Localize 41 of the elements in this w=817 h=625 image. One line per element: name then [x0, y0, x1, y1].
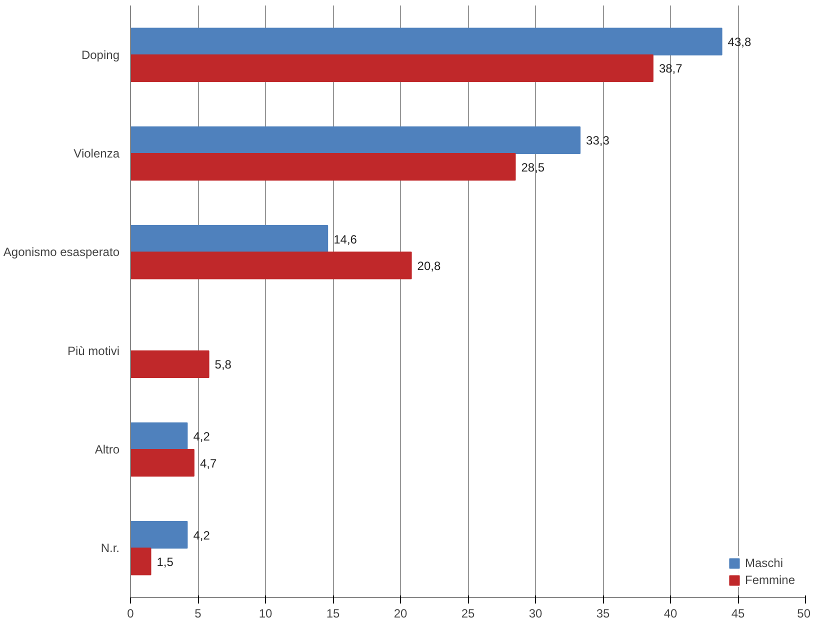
data-label: 38,7: [658, 62, 683, 76]
y-tick-label: Altro: [94, 442, 120, 456]
data-label: 28,5: [521, 160, 545, 174]
x-tick-label: 30: [528, 606, 542, 620]
y-tick-label: Agonismo esasperato: [3, 245, 120, 260]
bar: [130, 252, 412, 280]
data-label: 14,6: [334, 232, 358, 246]
y-tick-label: Doping: [81, 48, 120, 62]
legend-label: Maschi: [744, 556, 783, 570]
x-tick-label: 35: [596, 606, 610, 620]
data-label: 4,2: [193, 430, 210, 444]
x-tick-label: 50: [797, 606, 811, 620]
y-tick-label: N.r.: [100, 541, 120, 556]
bar: [130, 225, 328, 253]
data-label: 4,2: [193, 528, 210, 542]
x-tick-label: 0: [127, 606, 134, 620]
bar: [130, 422, 188, 450]
x-tick-label: 45: [731, 606, 745, 620]
bar: [130, 548, 152, 576]
data-label: 43,8: [728, 35, 752, 50]
y-tick-label: Violenza: [74, 146, 120, 160]
data-label: 5,8: [214, 358, 232, 372]
bar: [130, 350, 210, 378]
legend-label: Femmine: [744, 573, 795, 587]
x-tick-label: 25: [461, 606, 475, 620]
data-label: 33,3: [586, 134, 610, 148]
bar: [130, 126, 581, 154]
x-tick-label: 20: [394, 606, 408, 620]
x-tick-label: 5: [194, 606, 202, 620]
bar: [130, 54, 654, 82]
data-label: 4,7: [200, 456, 217, 470]
x-tick-label: 15: [326, 606, 340, 620]
data-label: 1,5: [156, 554, 174, 569]
bar: [130, 521, 188, 549]
x-tick-label: 10: [258, 606, 272, 620]
x-tick-label: 40: [664, 606, 678, 620]
data-label: 20,8: [417, 258, 441, 273]
bar: [130, 28, 722, 56]
y-tick-label: Più motivi: [67, 344, 120, 358]
bar: [130, 153, 516, 181]
bar: [130, 449, 194, 477]
